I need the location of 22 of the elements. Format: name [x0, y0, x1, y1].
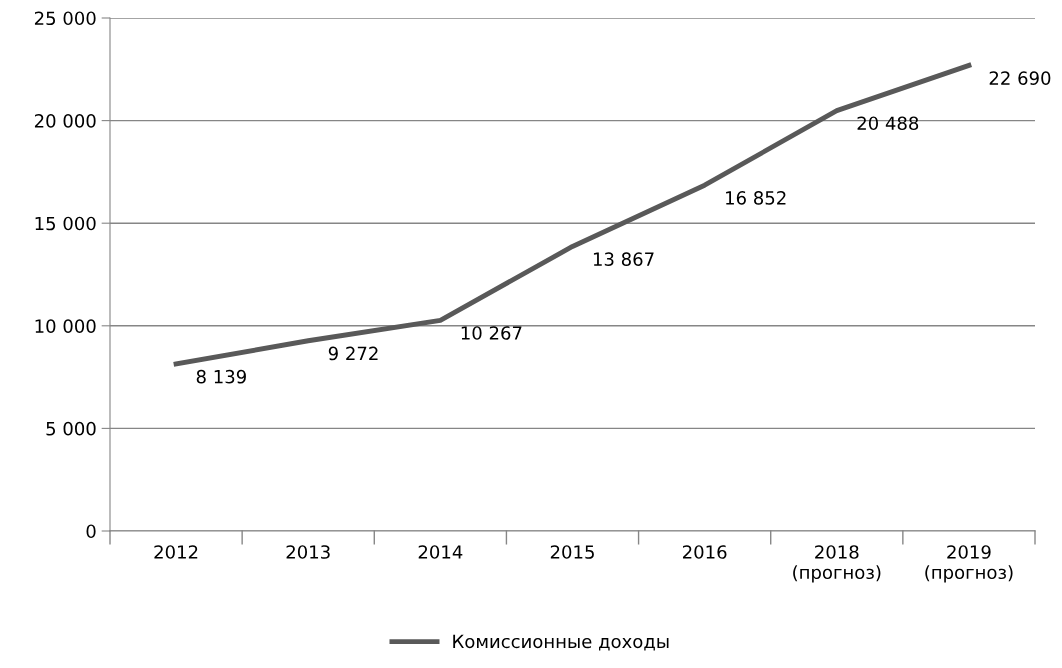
y-tick-label: 15 000 — [35, 216, 96, 231]
y-tick-label: 10 000 — [35, 319, 96, 333]
y-tick-label: 20 000 — [34, 114, 96, 128]
x-tick-label: 2013 — [286, 545, 330, 559]
y-tick-label: 25 000 — [34, 11, 96, 26]
data-label: 9 272 — [328, 346, 378, 361]
data-label: 10 267 — [461, 326, 522, 340]
y-tick-label: 5 000 — [46, 421, 96, 436]
data-label: 20 488 — [857, 116, 919, 131]
x-tick-label: 2014 — [418, 545, 463, 559]
data-label: 16 852 — [726, 191, 786, 205]
x-tick-label: 2018 (прогноз) — [793, 545, 881, 583]
line-series — [173, 62, 972, 367]
y-tick-label: 0 — [86, 524, 96, 539]
data-label: 8 139 — [196, 369, 246, 384]
data-label: 22 690 — [989, 71, 1051, 85]
legend-label: Комиссионные доходы — [453, 634, 669, 651]
x-tick-label: 2015 — [550, 545, 594, 559]
data-label: 13 867 — [593, 252, 654, 266]
x-tick-label: 2012 — [154, 545, 198, 559]
x-tick-label: 2016 — [682, 545, 727, 559]
x-tick-label: 2019 (прогноз) — [925, 545, 1013, 583]
